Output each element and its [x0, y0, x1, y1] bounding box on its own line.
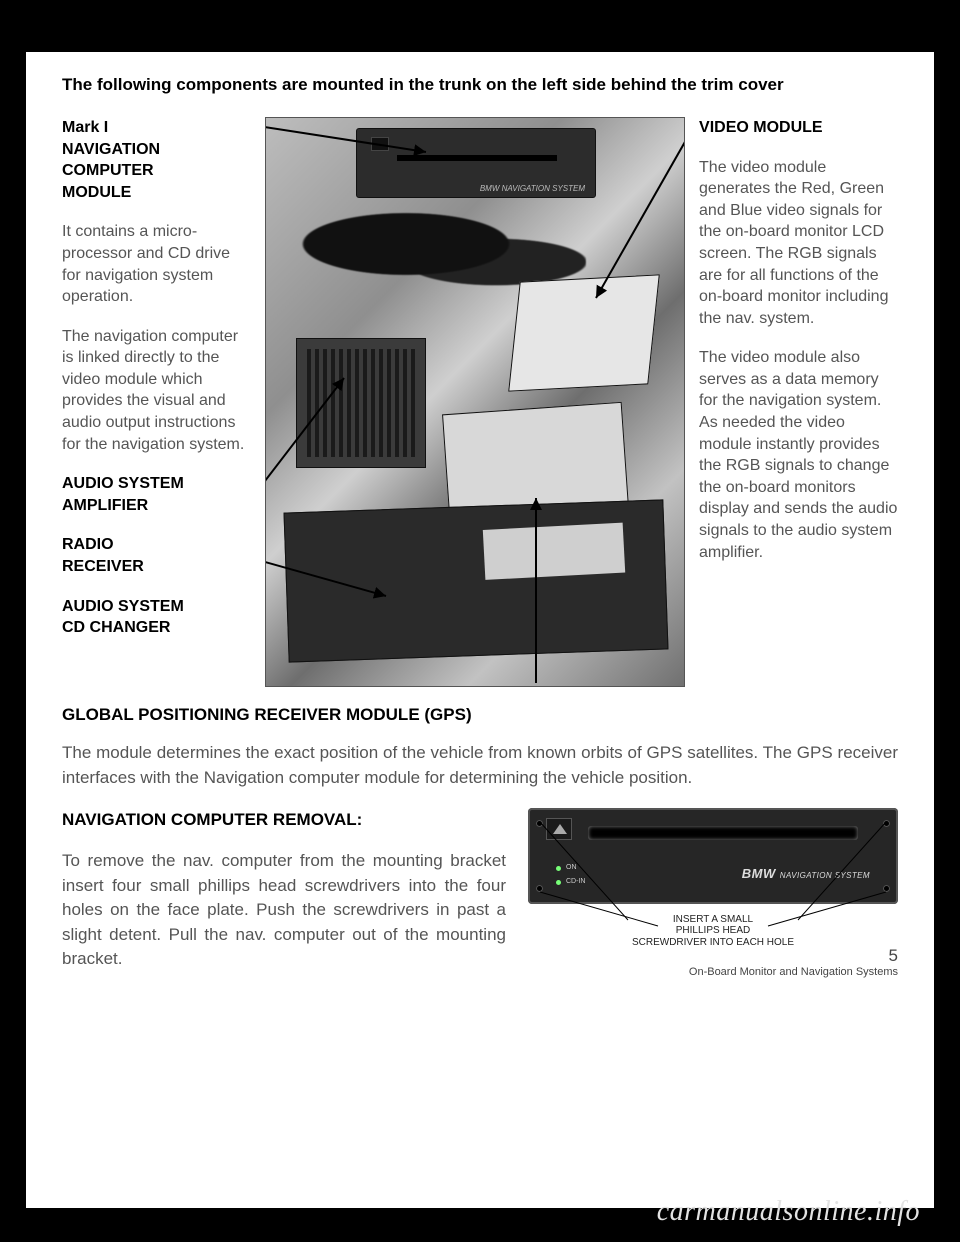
video-heading-text: VIDEO MODULE — [699, 117, 898, 139]
page: The following components are mounted in … — [26, 48, 934, 1208]
photo-radio-label-sticker — [483, 523, 625, 580]
removal-heading: NAVIGATION COMPUTER REMOVAL: — [62, 808, 506, 833]
mark1-heading-line2: NAVIGATION — [62, 139, 251, 161]
unit-caption: INSERT A SMALL PHILLIPS HEAD SCREWDRIVER… — [528, 914, 898, 949]
unit-led-cdin-label: CD-IN — [566, 878, 585, 885]
mark1-para1: It contains a micro-processor and CD dri… — [62, 221, 251, 307]
cd-heading-line1: AUDIO SYSTEM — [62, 596, 251, 618]
unit-led-on-icon — [556, 866, 561, 871]
mark1-heading-line1: Mark I — [62, 117, 251, 139]
video-para1: The video module generates the Red, Gree… — [699, 157, 898, 330]
photo-nav-brand-label: BMW NAVIGATION SYSTEM — [480, 184, 585, 193]
unit-led-cdin-icon — [556, 880, 561, 885]
unit-hole-bl-icon — [536, 885, 543, 892]
unit-hole-tl-icon — [536, 820, 543, 827]
photo-radio-cd-unit — [284, 499, 669, 662]
mark1-heading-line4: MODULE — [62, 182, 251, 204]
center-photo-wrap: BMW NAVIGATION SYSTEM — [265, 117, 685, 687]
unit-led-on-label: ON — [566, 864, 577, 871]
page-number: 5 — [689, 946, 898, 966]
removal-para: To remove the nav. computer from the mou… — [62, 849, 506, 972]
cd-heading-line2: CD CHANGER — [62, 617, 251, 639]
three-column-layout: Mark I NAVIGATION COMPUTER MODULE It con… — [62, 117, 898, 687]
unit-faceplate: ON CD-IN BMW NAVIGATION SYSTEM — [528, 808, 898, 904]
amp-heading-line2: AMPLIFIER — [62, 495, 251, 517]
unit-brand-label: BMW NAVIGATION SYSTEM — [742, 866, 870, 881]
video-heading: VIDEO MODULE — [699, 117, 898, 139]
photo-nav-computer: BMW NAVIGATION SYSTEM — [356, 128, 596, 198]
unit-eject-icon — [546, 818, 572, 840]
gps-heading: GLOBAL POSITIONING RECEIVER MODULE (GPS) — [62, 705, 898, 725]
unit-caption-l1: INSERT A SMALL — [528, 914, 898, 926]
footer-title: On-Board Monitor and Navigation Systems — [689, 966, 898, 978]
right-column: VIDEO MODULE The video module generates … — [699, 117, 898, 687]
left-column: Mark I NAVIGATION COMPUTER MODULE It con… — [62, 117, 251, 687]
gps-para: The module determines the exact position… — [62, 741, 898, 790]
mark1-section: Mark I NAVIGATION COMPUTER MODULE — [62, 117, 251, 203]
photo-amp-fins — [307, 349, 415, 457]
removal-text-block: NAVIGATION COMPUTER REMOVAL: To remove t… — [62, 808, 506, 972]
amp-heading: AUDIO SYSTEM AMPLIFIER — [62, 473, 251, 516]
nav-unit-illustration: ON CD-IN BMW NAVIGATION SYSTEM — [528, 808, 898, 948]
photo-nav-eject-icon — [371, 137, 389, 151]
radio-heading: RADIO RECEIVER — [62, 534, 251, 577]
radio-heading-line1: RADIO — [62, 534, 251, 556]
unit-hole-tr-icon — [883, 820, 890, 827]
photo-amplifier — [296, 338, 426, 468]
unit-brand-sub: NAVIGATION SYSTEM — [780, 871, 870, 880]
radio-heading-line2: RECEIVER — [62, 556, 251, 578]
unit-hole-br-icon — [883, 885, 890, 892]
video-para2: The video module also serves as a data m… — [699, 347, 898, 563]
mark1-heading-line3: COMPUTER — [62, 160, 251, 182]
amp-heading-line1: AUDIO SYSTEM — [62, 473, 251, 495]
unit-cd-slot-icon — [588, 826, 858, 840]
unit-caption-l2: PHILLIPS HEAD — [528, 925, 898, 937]
photo-video-module — [508, 274, 660, 391]
mark1-para2: The navigation computer is linked direct… — [62, 326, 251, 456]
photo-nav-slot — [397, 155, 557, 161]
unit-brand-bmw: BMW — [742, 866, 776, 881]
intro-heading: The following components are mounted in … — [62, 74, 898, 97]
cd-heading: AUDIO SYSTEM CD CHANGER — [62, 596, 251, 639]
page-footer: 5 On-Board Monitor and Navigation System… — [689, 946, 898, 978]
trunk-photo: BMW NAVIGATION SYSTEM — [265, 117, 685, 687]
content-area: The following components are mounted in … — [26, 52, 934, 984]
